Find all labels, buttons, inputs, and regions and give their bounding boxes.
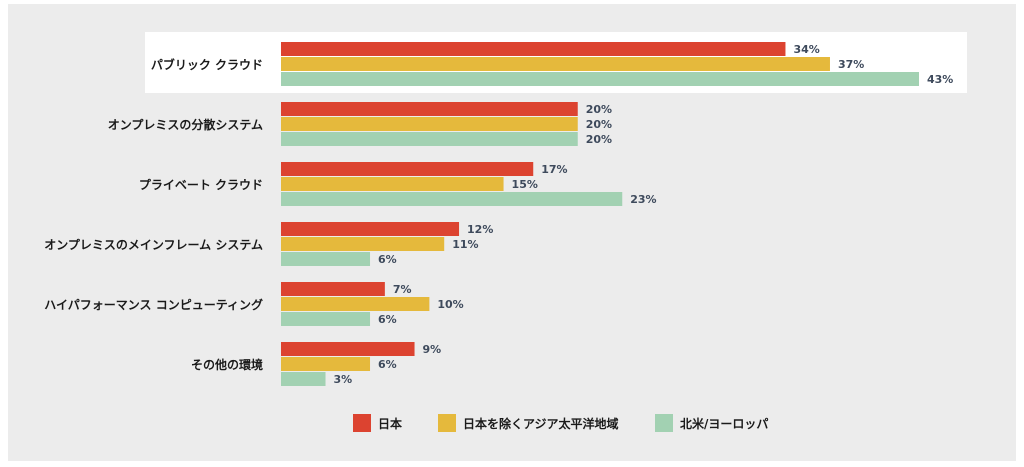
legend: 日本 日本を除くアジア太平洋地域 北米/ヨーロッパ [353,414,768,432]
value-label: 7% [393,283,412,296]
value-label: 20% [586,133,612,146]
value-label: 6% [378,358,397,371]
legend-label: 日本 [378,416,402,431]
legend-label: 日本を除くアジア太平洋地域 [463,416,619,431]
bar [281,162,534,176]
value-label: 37% [838,58,864,71]
category-label: ハイパフォーマンス コンピューティング [44,297,263,312]
bar [281,252,371,266]
value-label: 34% [793,43,819,56]
bar [281,177,504,191]
category-label: オンプレミスの分散システム [108,117,263,132]
legend-swatch [353,414,371,432]
value-label: 20% [586,118,612,131]
value-label: 6% [378,253,397,266]
value-label: 10% [437,298,463,311]
value-labels: 34% 37% 43% 20% 20% 20% 17%15% 23% 12% 11% 6% 7% 10%… [334,43,954,386]
bar [281,117,578,131]
bar [281,192,623,206]
bar [281,372,326,386]
category-label: その他の環境 [191,357,263,372]
category-label: パブリック クラウド [151,57,263,72]
value-label: 6% [378,313,397,326]
bar [281,237,445,251]
bar [281,282,385,296]
value-label: 9% [423,343,442,356]
bar [281,72,919,86]
value-label: 11% [452,238,478,251]
value-label: 43% [927,73,953,86]
legend-label: 北米/ヨーロッパ [680,416,768,431]
bar [281,222,460,236]
bar [281,312,371,326]
category-label: オンプレミスのメインフレーム システム [44,237,263,252]
bar [281,342,415,356]
value-label: 20% [586,103,612,116]
bar [281,297,430,311]
legend-swatch [438,414,456,432]
legend-swatch [655,414,673,432]
bar [281,57,830,71]
value-label: 3% [334,373,353,386]
bar [281,102,578,116]
value-label: 23% [630,193,656,206]
value-label: 17% [541,163,567,176]
value-label: 12% [467,223,493,236]
bar [281,357,371,371]
bar [281,42,786,56]
bar [281,132,578,146]
category-label: プライベート クラウド [139,177,263,192]
bars [281,42,919,386]
value-label: 15% [512,178,538,191]
